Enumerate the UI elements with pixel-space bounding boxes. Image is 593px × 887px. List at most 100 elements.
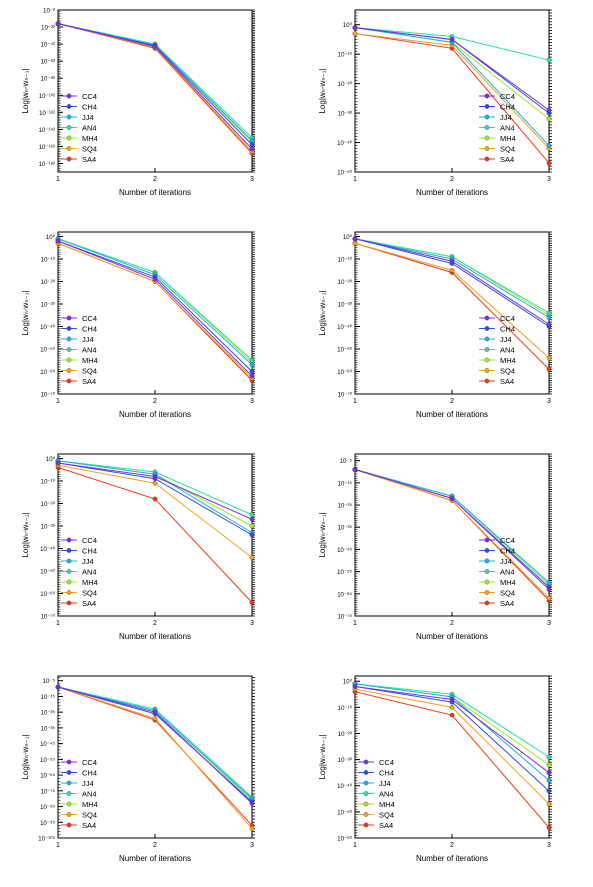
series-line-CC4 <box>354 469 550 590</box>
y-tick-label: 10⁻¹⁶² <box>39 144 55 151</box>
y-axis-label: Log|wₙ-wₙ₋₁| <box>21 512 30 557</box>
chart-panel-5: 10⁰ 10⁻¹⁰ 10⁻²⁰ 10⁻³⁰ 10⁻⁴⁰ 10⁻⁵⁰ 10⁻⁶⁰ 10⁻⁷⁰1 2… <box>21 453 255 641</box>
data-point-SA4 <box>449 712 455 718</box>
x-tick-label: 1 <box>353 842 357 849</box>
legend-swatch-marker <box>484 125 490 130</box>
y-tick-label: 10⁻⁷⁰ <box>41 614 56 621</box>
y-tick-label: 10⁻²⁰ <box>41 501 56 508</box>
y-tick-label: 10⁻¹⁸² <box>39 161 55 168</box>
y-tick-label: 10⁻¹⁰ <box>338 52 353 59</box>
legend-swatch-marker <box>363 801 369 807</box>
y-tick-label: 10⁻²⁰ <box>338 279 353 286</box>
data-point-CC4 <box>55 238 61 244</box>
legend-label: CH4 <box>82 547 97 556</box>
legend-label: AN4 <box>82 568 97 577</box>
data-point-JJ4 <box>249 362 255 368</box>
legend-label: SQ4 <box>500 145 515 154</box>
legend-label: MH4 <box>500 578 516 587</box>
legend-label: JJ4 <box>500 557 512 566</box>
y-axis-label: Log|wₙ-wₙ₋₁| <box>21 734 30 779</box>
legend-label: MH4 <box>82 134 98 143</box>
y-tick-label: 10⁻⁷⁰ <box>338 392 353 399</box>
data-point-CC4 <box>55 460 61 466</box>
x-tick-label: 2 <box>153 176 157 183</box>
data-point-SQ4 <box>546 355 552 361</box>
y-tick-label: 10⁻⁴⁰ <box>337 783 352 790</box>
y-tick-label: 10⁻⁵⁰ <box>337 347 352 354</box>
y-tick-label: 10⁰ <box>343 679 353 686</box>
y-tick-label: 10⁻²⁵ <box>338 503 353 510</box>
y-tick-label: 10⁻²⁰ <box>41 279 56 286</box>
x-tick-label: 2 <box>450 176 454 183</box>
data-point-SQ4 <box>249 555 255 560</box>
data-point-CH4 <box>249 142 255 148</box>
x-axis-label: Number of iterations <box>416 188 488 197</box>
y-tick-label: 10⁻³⁵ <box>338 525 353 532</box>
legend-swatch-marker <box>484 104 490 109</box>
legend-label: JJ4 <box>82 557 94 566</box>
legend-swatch-marker <box>484 146 490 151</box>
data-point-CH4 <box>546 788 552 794</box>
y-tick-label: 10⁻¹⁵ <box>338 480 353 487</box>
y-tick-label: 10⁻³⁰ <box>338 757 353 764</box>
legend-swatch-marker <box>363 822 369 828</box>
x-axis-label: Number of iterations <box>119 188 191 197</box>
legend-swatch-marker <box>484 579 490 585</box>
chart-panel-7: 10⁻⁵ 10⁻¹⁵ 10⁻²⁵ 10⁻³⁵ 10⁻⁴⁵ 10⁻⁵⁵ 10⁻⁶⁵ 10⁻⁷⁵ 1… <box>21 675 255 863</box>
y-tick-label: 10⁻⁸⁵ <box>40 804 55 811</box>
legend-label: JJ4 <box>500 113 512 122</box>
data-point-CC4 <box>352 684 358 689</box>
legend-label: AN4 <box>82 124 97 133</box>
data-point-CC4 <box>546 587 552 592</box>
legend-swatch-marker <box>484 135 490 141</box>
data-point-SQ4 <box>546 801 552 807</box>
legend-swatch-marker <box>66 146 72 151</box>
legend-swatch-marker <box>484 569 490 574</box>
data-point-AN4 <box>546 57 552 63</box>
legend-swatch-marker <box>484 326 490 331</box>
y-tick-label: 10⁻⁷⁵ <box>41 788 56 795</box>
data-point-MH4 <box>546 762 552 768</box>
legend-swatch-marker <box>66 156 72 162</box>
legend-swatch-marker <box>484 156 490 162</box>
x-tick-label: 3 <box>250 620 254 627</box>
data-point-CC4 <box>449 697 455 702</box>
data-point-CC4 <box>152 709 158 715</box>
series-line-MH4 <box>354 238 550 316</box>
data-point-CC4 <box>55 684 61 690</box>
data-point-CC4 <box>546 107 552 113</box>
y-tick-label: 10⁻¹²² <box>39 111 55 117</box>
legend-swatch-marker <box>66 812 72 817</box>
legend-label: SA4 <box>379 821 393 830</box>
y-tick-label: 10⁻⁶² <box>41 59 55 66</box>
y-tick-label: 10⁻⁷⁰ <box>41 392 56 399</box>
y-tick-label: 10⁻²² <box>41 26 55 32</box>
y-tick-label: 10⁻⁵⁵ <box>337 569 352 576</box>
x-tick-label: 3 <box>547 176 551 183</box>
legend-swatch-marker <box>484 600 490 606</box>
y-tick-label: 10⁻¹⁰ <box>41 257 56 264</box>
legend-swatch-marker <box>66 368 72 373</box>
legend-label: SQ4 <box>379 811 394 820</box>
x-tick-label: 3 <box>250 398 254 405</box>
y-tick-label: 10⁻⁶⁰ <box>40 369 55 376</box>
data-point-CC4 <box>152 276 158 282</box>
legend-swatch-marker <box>66 125 72 130</box>
x-tick-label: 3 <box>250 842 254 849</box>
x-tick-label: 1 <box>56 842 60 849</box>
y-tick-label: 10⁻³⁰ <box>338 302 353 309</box>
legend-swatch-marker <box>66 315 72 321</box>
legend-swatch-marker <box>66 579 72 585</box>
legend-swatch-marker <box>66 569 72 574</box>
data-point-CC4 <box>352 467 358 472</box>
series-line-SQ4 <box>354 469 550 599</box>
legend-swatch-marker <box>484 336 490 342</box>
y-tick-label: 10⁻⁴⁰ <box>40 324 55 331</box>
y-tick-label: 10⁻²⁵ <box>41 710 56 717</box>
y-axis-label: Log|wₙ-wₙ₋₁| <box>21 290 30 335</box>
legend-label: MH4 <box>379 800 395 809</box>
data-point-JJ4 <box>249 138 255 143</box>
y-tick-label: 10⁻⁴⁵ <box>337 547 352 554</box>
